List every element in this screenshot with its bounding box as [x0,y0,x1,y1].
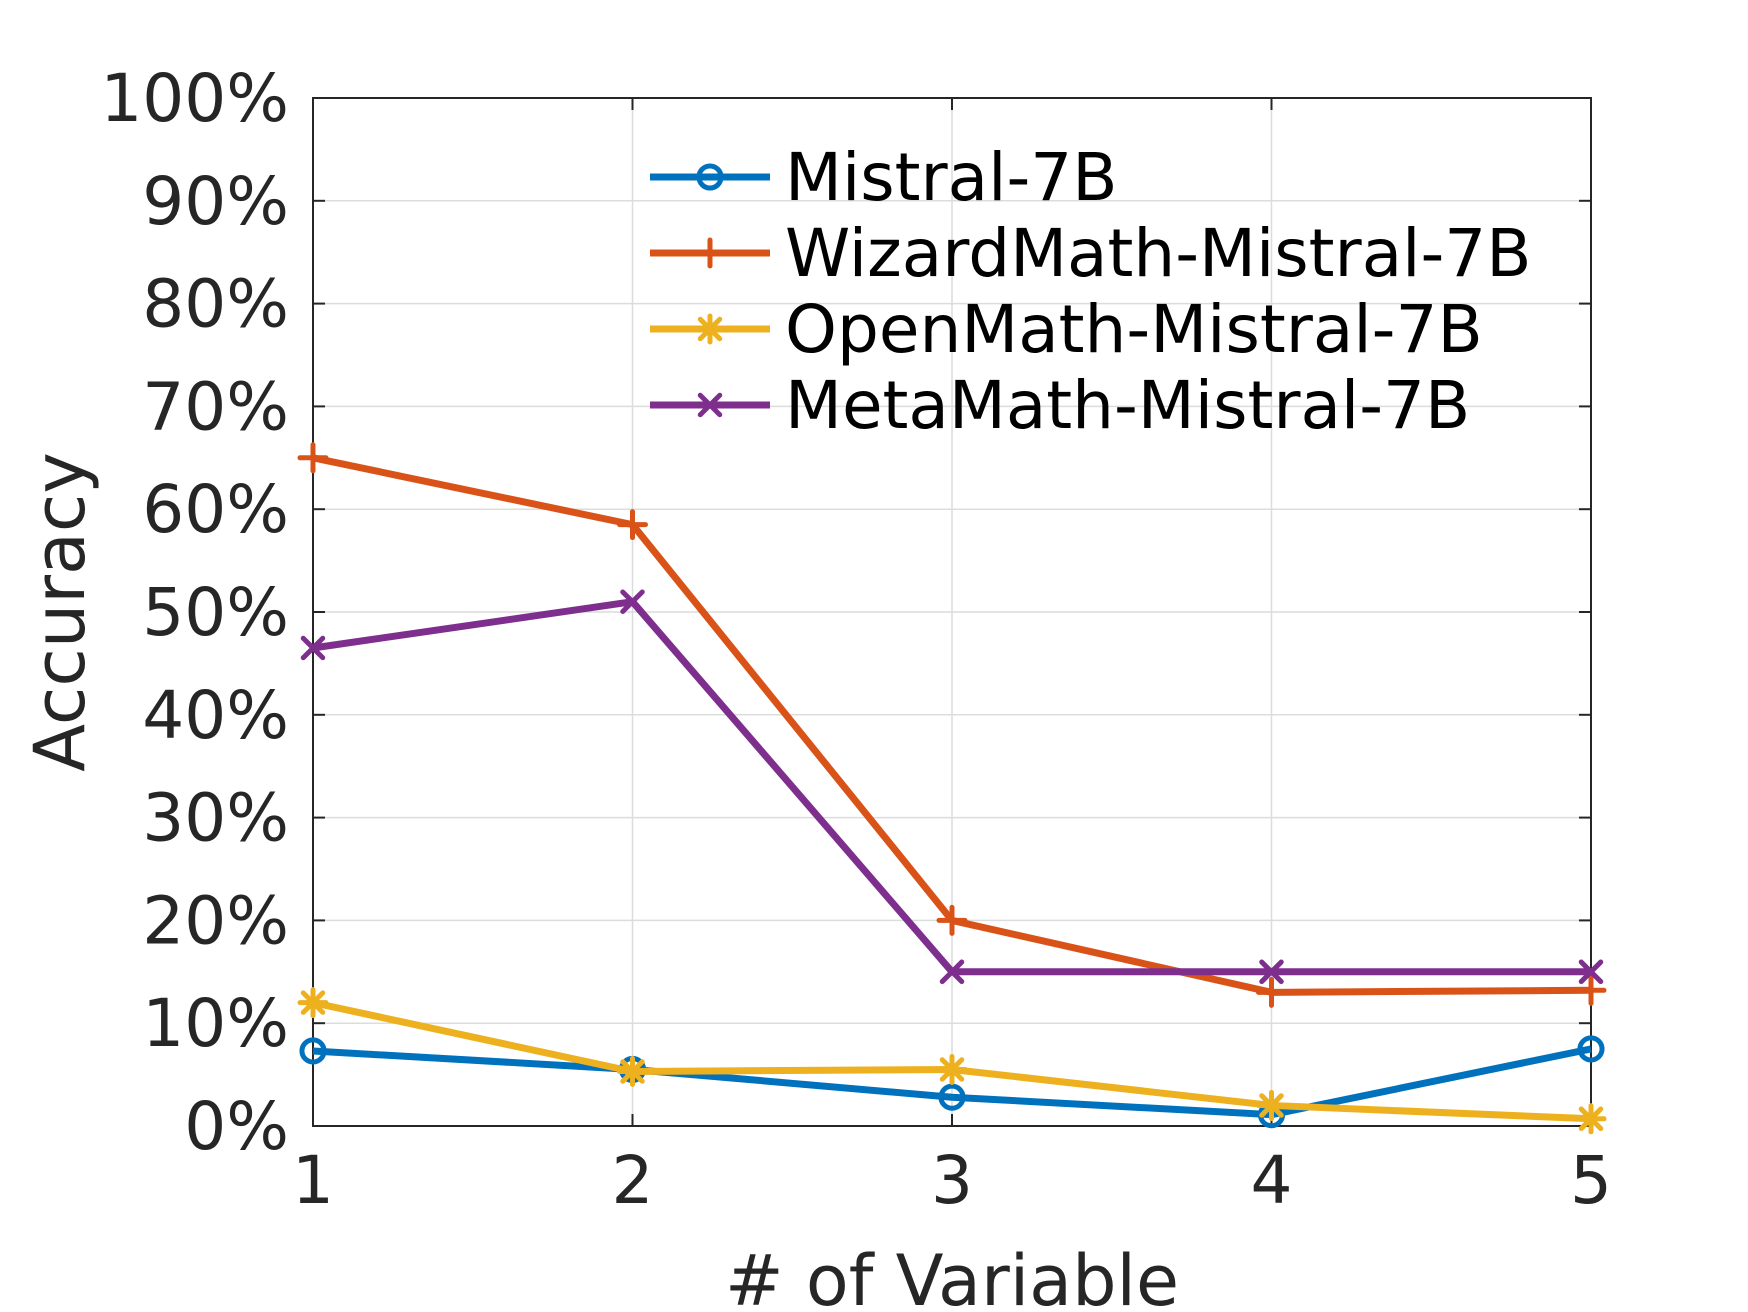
x-tick-label: 2 [612,1142,654,1219]
y-tick-label: 30% [142,780,289,857]
legend-marker [696,163,724,191]
legend-label: MetaMath-Mistral-7B [785,367,1470,444]
legend-marker [694,237,726,269]
legend-label: Mistral-7B [785,139,1118,216]
legend: Mistral-7BWizardMath-Mistral-7BOpenMath-… [650,139,1532,444]
series-lines [297,442,1607,1135]
tick-marks [312,97,1592,1127]
series-wizardmath-mistral-7b [297,442,1607,1008]
legend-item: Mistral-7B [650,139,1118,216]
data-point [620,589,645,614]
data-point [299,1037,327,1065]
y-tick-label: 80% [142,266,289,343]
series-metamath-mistral-7b [300,589,1604,985]
series-line [312,1045,1592,1119]
data-point [938,1083,966,1111]
x-tick-label: 3 [931,1142,973,1219]
data-point [1256,976,1287,1008]
data-point [297,987,329,1019]
y-tick-label: 20% [142,882,289,959]
x-tick-label: 5 [1570,1142,1612,1219]
data-point [1256,1089,1287,1121]
data-point [1578,959,1604,985]
legend-label: OpenMath-Mistral-7B [785,291,1483,368]
y-tick-label: 10% [142,985,289,1062]
y-tick-label: 60% [142,471,289,548]
data-point [617,509,648,541]
y-tick-label: 100% [100,60,289,137]
data-point [939,959,965,985]
data-point [936,1053,968,1085]
y-tick-label: 90% [142,163,289,240]
data-point [300,635,326,661]
y-tick-label: 0% [184,1088,289,1165]
y-tick-label: 40% [142,677,289,754]
x-axis-title: # of Variable [725,1240,1179,1312]
data-point [1575,974,1607,1006]
y-axis-title: Accuracy [19,452,101,772]
data-point [1575,1103,1607,1135]
legend-marker [694,313,726,345]
legend-label: WizardMath-Mistral-7B [785,215,1532,292]
legend-item: MetaMath-Mistral-7B [650,367,1470,444]
data-point [936,904,968,936]
x-tick-label: 4 [1251,1142,1293,1219]
y-tick-label: 50% [142,574,289,651]
data-point [297,442,329,474]
legend-item: WizardMath-Mistral-7B [650,215,1532,292]
data-point [1577,1035,1605,1063]
y-tick-labels: 0% 10% 20% 30% 40% 50% 60% 70% 80% 90% 100% [100,60,289,1165]
data-point [1259,959,1284,985]
x-tick-labels: 1 2 3 4 5 [292,1142,1612,1219]
series-openmath-mistral-7b [297,987,1607,1135]
y-tick-label: 70% [142,368,289,445]
legend-item: OpenMath-Mistral-7B [650,291,1483,368]
x-tick-label: 1 [292,1142,334,1219]
data-point [617,1056,648,1088]
legend-marker [697,392,723,418]
